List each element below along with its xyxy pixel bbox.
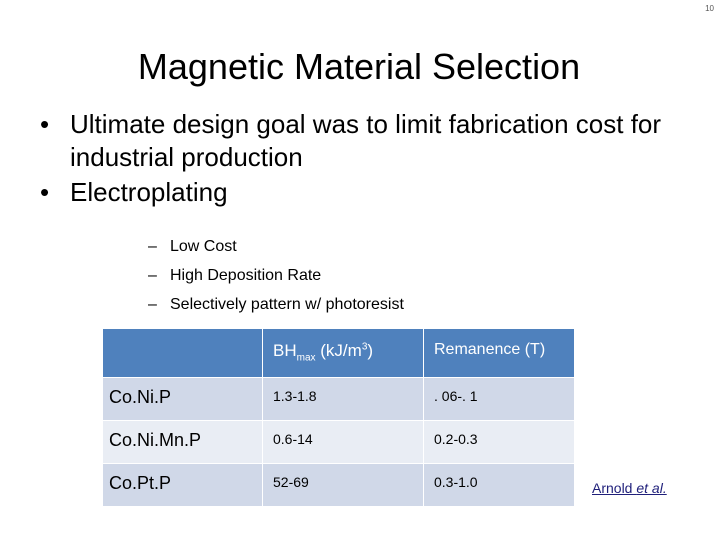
material-cell: Co.Pt.P [103, 464, 262, 506]
sub-bullet-list: Low Cost High Deposition Rate Selectivel… [148, 232, 404, 319]
bhmax-cell: 52-69 [263, 464, 423, 506]
material-cell: Co.Ni.Mn.P [103, 421, 262, 463]
bullet-item: Electroplating [40, 176, 680, 209]
table-row: Co.Ni.P 1.3-1.8 . 06-. 1 [103, 378, 574, 420]
table-header-row: BHmax (kJ/m3) Remanence (T) [103, 329, 574, 377]
bullet-list: Ultimate design goal was to limit fabric… [40, 108, 680, 211]
bhmax-cell: 1.3-1.8 [263, 378, 423, 420]
sub-bullet-item: High Deposition Rate [148, 261, 404, 290]
bhmax-cell: 0.6-14 [263, 421, 423, 463]
bullet-item: Ultimate design goal was to limit fabric… [40, 108, 680, 174]
sub-bullet-item: Low Cost [148, 232, 404, 261]
citation-link[interactable]: Arnold et al. [592, 480, 667, 496]
magnetic-properties-table: BHmax (kJ/m3) Remanence (T) Co.Ni.P 1.3-… [102, 328, 575, 507]
slide-number: 10 [705, 4, 714, 13]
remanence-cell: 0.2-0.3 [424, 421, 574, 463]
header-bhmax: BHmax (kJ/m3) [263, 329, 423, 377]
table-row: Co.Ni.Mn.P 0.6-14 0.2-0.3 [103, 421, 574, 463]
table-header-corner [103, 329, 262, 377]
header-remanence: Remanence (T) [424, 329, 574, 377]
material-cell: Co.Ni.P [103, 378, 262, 420]
remanence-cell: 0.3-1.0 [424, 464, 574, 506]
slide-title: Magnetic Material Selection [137, 46, 581, 88]
sub-bullet-item: Selectively pattern w/ photoresist [148, 290, 404, 319]
remanence-cell: . 06-. 1 [424, 378, 574, 420]
table-row: Co.Pt.P 52-69 0.3-1.0 [103, 464, 574, 506]
